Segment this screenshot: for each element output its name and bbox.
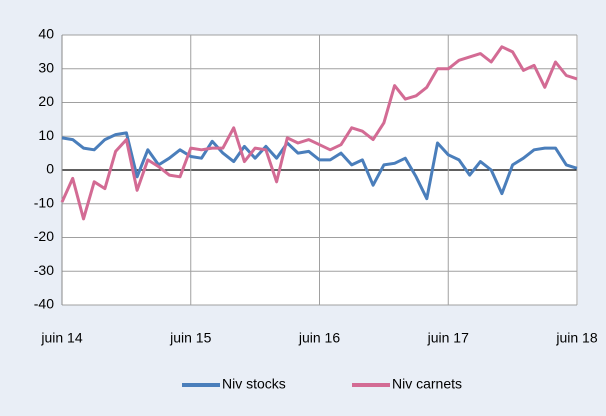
y-tick-label: -40 [34,296,54,312]
series-line [61,131,578,201]
x-tick-label: juin 16 [298,330,340,346]
y-tick-label: 40 [38,26,54,42]
x-tick-label: juin 18 [555,330,597,346]
y-tick-label: -10 [34,194,54,210]
y-tick-label: 0 [46,161,54,177]
y-tick-label: -30 [34,262,54,278]
x-tick-label: juin 17 [427,330,469,346]
y-tick-label: 30 [38,59,54,75]
legend-label: Niv carnets [392,376,462,392]
x-tick-label: juin 14 [40,330,82,346]
y-tick-label: -20 [34,228,54,244]
y-tick-label: 10 [38,127,54,143]
x-tick-label: juin 15 [169,330,211,346]
legend-label: Niv stocks [222,376,286,392]
series-line [60,45,578,221]
y-tick-label: 20 [38,93,54,109]
